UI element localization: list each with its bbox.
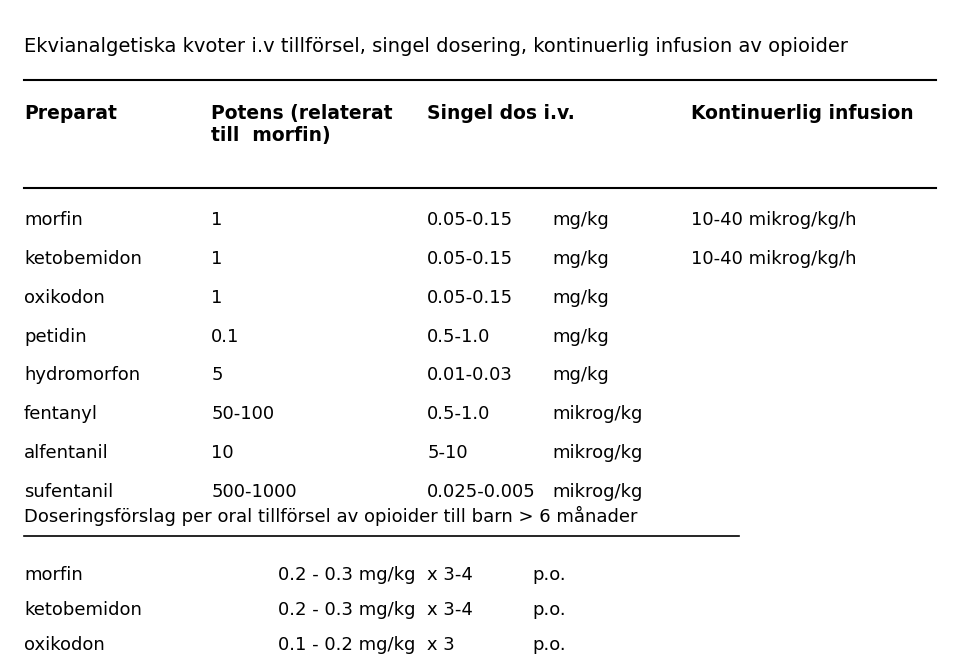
Text: Potens (relaterat
till  morfin): Potens (relaterat till morfin) bbox=[211, 104, 393, 145]
Text: 1: 1 bbox=[211, 289, 223, 307]
Text: p.o.: p.o. bbox=[533, 601, 566, 619]
Text: p.o.: p.o. bbox=[533, 636, 566, 654]
Text: 0.2 - 0.3 mg/kg  x 3-4: 0.2 - 0.3 mg/kg x 3-4 bbox=[278, 566, 473, 584]
Text: oxikodon: oxikodon bbox=[24, 289, 105, 307]
Text: 5: 5 bbox=[211, 366, 223, 385]
Text: morfin: morfin bbox=[24, 566, 83, 584]
Text: 0.05-0.15: 0.05-0.15 bbox=[427, 211, 514, 229]
Text: 10-40 mikrog/kg/h: 10-40 mikrog/kg/h bbox=[691, 250, 856, 268]
Text: morfin: morfin bbox=[24, 211, 83, 229]
Text: oxikodon: oxikodon bbox=[24, 636, 105, 654]
Text: 10-40 mikrog/kg/h: 10-40 mikrog/kg/h bbox=[691, 211, 856, 229]
Text: mikrog/kg: mikrog/kg bbox=[552, 405, 642, 423]
Text: Ekvianalgetiska kvoter i.v tillförsel, singel dosering, kontinuerlig infusion av: Ekvianalgetiska kvoter i.v tillförsel, s… bbox=[24, 37, 848, 56]
Text: mg/kg: mg/kg bbox=[552, 289, 609, 307]
Text: 0.5-1.0: 0.5-1.0 bbox=[427, 405, 491, 423]
Text: 50-100: 50-100 bbox=[211, 405, 275, 423]
Text: 0.05-0.15: 0.05-0.15 bbox=[427, 289, 514, 307]
Text: mg/kg: mg/kg bbox=[552, 211, 609, 229]
Text: petidin: petidin bbox=[24, 328, 86, 346]
Text: ketobemidon: ketobemidon bbox=[24, 601, 142, 619]
Text: Doseringsförslag per oral tillförsel av opioider till barn > 6 månader: Doseringsförslag per oral tillförsel av … bbox=[24, 506, 637, 526]
Text: 0.1: 0.1 bbox=[211, 328, 240, 346]
Text: 0.1 - 0.2 mg/kg  x 3: 0.1 - 0.2 mg/kg x 3 bbox=[278, 636, 455, 654]
Text: 0.2 - 0.3 mg/kg  x 3-4: 0.2 - 0.3 mg/kg x 3-4 bbox=[278, 601, 473, 619]
Text: hydromorfon: hydromorfon bbox=[24, 366, 140, 385]
Text: 5-10: 5-10 bbox=[427, 444, 468, 462]
Text: sufentanil: sufentanil bbox=[24, 483, 113, 501]
Text: 0.05-0.15: 0.05-0.15 bbox=[427, 250, 514, 268]
Text: 500-1000: 500-1000 bbox=[211, 483, 297, 501]
Text: mikrog/kg: mikrog/kg bbox=[552, 444, 642, 462]
Text: 0.01-0.03: 0.01-0.03 bbox=[427, 366, 513, 385]
Text: fentanyl: fentanyl bbox=[24, 405, 98, 423]
Text: Preparat: Preparat bbox=[24, 104, 117, 123]
Text: alfentanil: alfentanil bbox=[24, 444, 108, 462]
Text: 10: 10 bbox=[211, 444, 234, 462]
Text: 0.025-0.005: 0.025-0.005 bbox=[427, 483, 536, 501]
Text: Kontinuerlig infusion: Kontinuerlig infusion bbox=[691, 104, 914, 123]
Text: mg/kg: mg/kg bbox=[552, 250, 609, 268]
Text: 1: 1 bbox=[211, 211, 223, 229]
Text: p.o.: p.o. bbox=[533, 566, 566, 584]
Text: 0.5-1.0: 0.5-1.0 bbox=[427, 328, 491, 346]
Text: ketobemidon: ketobemidon bbox=[24, 250, 142, 268]
Text: Singel dos i.v.: Singel dos i.v. bbox=[427, 104, 575, 123]
Text: 1: 1 bbox=[211, 250, 223, 268]
Text: mg/kg: mg/kg bbox=[552, 328, 609, 346]
Text: mikrog/kg: mikrog/kg bbox=[552, 483, 642, 501]
Text: mg/kg: mg/kg bbox=[552, 366, 609, 385]
